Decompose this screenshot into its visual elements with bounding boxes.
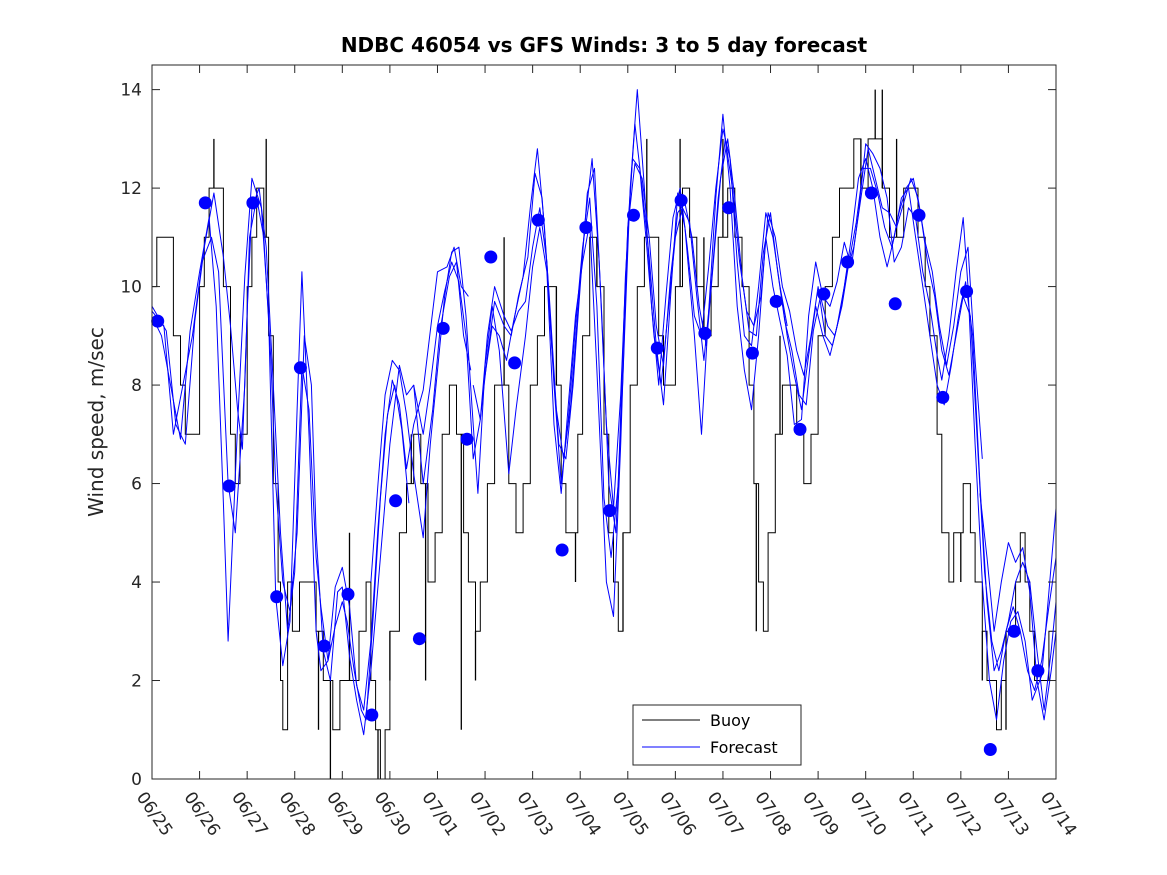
forecast-point xyxy=(412,632,426,646)
forecast-markers xyxy=(151,186,1045,756)
forecast-point xyxy=(436,321,450,335)
forecast-point xyxy=(484,250,498,264)
y-axis-ticks: 0 2 4 6 8 10 12 14 xyxy=(120,81,1056,790)
plot-frame xyxy=(151,64,1057,780)
forecast-point xyxy=(888,297,902,311)
forecast-point xyxy=(793,422,807,436)
forecast-point xyxy=(864,186,878,200)
y-tick-label: 2 xyxy=(131,672,142,692)
forecast-line xyxy=(979,493,1057,721)
forecast-point xyxy=(222,479,236,493)
forecast-line xyxy=(153,177,469,711)
forecast-point xyxy=(365,708,379,722)
forecast-point xyxy=(1007,624,1021,638)
legend-box xyxy=(632,704,802,766)
forecast-point xyxy=(960,285,974,298)
y-tick-label: 10 xyxy=(120,278,142,298)
y-tick-label: 14 xyxy=(120,81,142,101)
forecast-point xyxy=(151,314,165,328)
chart-title: NDBC 46054 vs GFS Winds: 3 to 5 day fore… xyxy=(341,33,868,57)
legend-forecast-label: Forecast xyxy=(710,738,778,757)
forecast-point xyxy=(674,193,688,207)
forecast-point xyxy=(317,639,331,653)
forecast-point xyxy=(270,590,284,604)
forecast-line xyxy=(151,197,472,736)
y-tick-label: 6 xyxy=(131,475,142,495)
forecast-point xyxy=(293,361,307,375)
legend-buoy-label: Buoy xyxy=(710,711,750,730)
forecast-point xyxy=(983,743,997,756)
forecast-point xyxy=(841,255,855,269)
forecast-point xyxy=(769,294,783,308)
forecast-point xyxy=(555,543,569,557)
forecast-point xyxy=(531,213,545,227)
forecast-point xyxy=(936,390,950,404)
forecast-point xyxy=(722,201,736,215)
forecast-point xyxy=(389,494,403,508)
forecast-line xyxy=(779,286,788,327)
forecast-point xyxy=(912,208,926,222)
forecast-point xyxy=(579,221,593,234)
forecast-point xyxy=(650,341,664,355)
y-tick-label: 8 xyxy=(131,376,142,396)
forecast-point xyxy=(817,287,831,301)
forecast-point xyxy=(246,196,260,210)
y-tick-label: 0 xyxy=(131,770,142,790)
forecast-point xyxy=(603,504,617,518)
forecast-point xyxy=(745,346,759,360)
y-tick-label: 4 xyxy=(131,573,142,593)
forecast-point xyxy=(341,587,355,601)
forecast-point xyxy=(460,432,474,446)
y-axis-label: Wind speed, m/sec xyxy=(84,327,108,517)
forecast-point xyxy=(198,196,212,210)
forecast-point xyxy=(508,356,522,370)
forecast-line xyxy=(472,138,1057,691)
forecast-point xyxy=(1031,664,1045,678)
forecast-point xyxy=(627,208,640,222)
y-tick-label: 12 xyxy=(120,179,142,199)
forecast-point xyxy=(698,326,712,340)
forecast-series xyxy=(151,89,1057,736)
legend: Buoy Forecast xyxy=(632,704,802,766)
